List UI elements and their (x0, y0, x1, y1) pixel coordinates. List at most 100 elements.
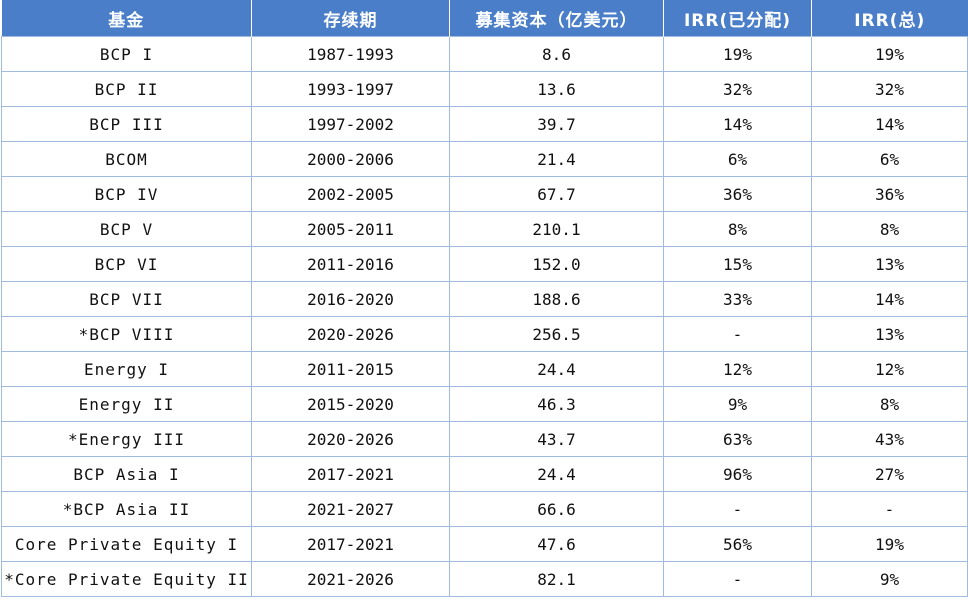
irr-realized-cell: 96% (663, 456, 812, 492)
capital-cell: 13.6 (449, 71, 664, 107)
capital-cell: 24.4 (449, 351, 664, 387)
table-row: BCP III 1997-2002 39.7 14% 14% (1, 106, 968, 142)
table-row: BCP VI 2011-2016 152.0 15% 13% (1, 246, 968, 282)
fund-name-cell: Energy II (1, 386, 252, 422)
table-row: BCP V 2005-2011 210.1 8% 8% (1, 211, 968, 247)
irr-total-cell: 8% (811, 211, 968, 247)
fund-name-cell: BCP V (1, 211, 252, 247)
duration-cell: 2020-2026 (251, 316, 450, 352)
fund-name-cell: Energy I (1, 351, 252, 387)
irr-realized-cell: 32% (663, 71, 812, 107)
capital-cell: 66.6 (449, 491, 664, 527)
irr-realized-cell: 12% (663, 351, 812, 387)
fund-name-cell: BCP IV (1, 176, 252, 212)
table-row: *Energy III 2020-2026 43.7 63% 43% (1, 421, 968, 457)
header-row: 基金 存续期 募集资本（亿美元） IRR(已分配) IRR(总) (1, 0, 968, 37)
table-header: 基金 存续期 募集资本（亿美元） IRR(已分配) IRR(总) (1, 0, 968, 37)
irr-total-cell: - (811, 491, 968, 527)
capital-cell: 39.7 (449, 106, 664, 142)
table-row: BCP Asia I 2017-2021 24.4 96% 27% (1, 456, 968, 492)
irr-total-cell: 14% (811, 106, 968, 142)
capital-cell: 188.6 (449, 281, 664, 317)
duration-cell: 2017-2021 (251, 526, 450, 562)
irr-realized-cell: - (663, 491, 812, 527)
table-body: BCP I 1987-1993 8.6 19% 19% BCP II 1993-1997 13… (1, 36, 968, 597)
duration-cell: 2015-2020 (251, 386, 450, 422)
capital-cell: 47.6 (449, 526, 664, 562)
duration-cell: 2011-2016 (251, 246, 450, 282)
irr-total-cell: 19% (811, 526, 968, 562)
fund-name-cell: *BCP VIII (1, 316, 252, 352)
irr-realized-cell: 15% (663, 246, 812, 282)
irr-realized-cell: 63% (663, 421, 812, 457)
table-row: *BCP Asia II 2021-2027 66.6- - (1, 491, 968, 527)
table-row: *BCP VIII 2020-2026 256.5-13% (1, 316, 968, 352)
duration-cell: 2021-2026 (251, 561, 450, 597)
irr-realized-cell: 33% (663, 281, 812, 317)
table-row: BCP II 1993-1997 13.6 32% 32% (1, 71, 968, 107)
irr-total-cell: 8% (811, 386, 968, 422)
capital-cell: 67.7 (449, 176, 664, 212)
irr-realized-cell: 14% (663, 106, 812, 142)
irr-total-cell: 12% (811, 351, 968, 387)
irr-realized-cell: 19% (663, 36, 812, 72)
table-row: BCOM 2000-2006 21.4 6% 6% (1, 141, 968, 177)
duration-cell: 2016-2020 (251, 281, 450, 317)
irr-realized-cell: - (663, 561, 812, 597)
header-irr-realized: IRR(已分配) (663, 0, 812, 37)
capital-cell: 43.7 (449, 421, 664, 457)
table-row: Energy II 2015-2020 46.3 9% 8% (1, 386, 968, 422)
fund-name-cell: *Energy III (1, 421, 252, 457)
table-row: BCP IV 2002-2005 67.7 36% 36% (1, 176, 968, 212)
capital-cell: 256.5 (449, 316, 664, 352)
duration-cell: 2021-2027 (251, 491, 450, 527)
irr-realized-cell: 36% (663, 176, 812, 212)
capital-cell: 210.1 (449, 211, 664, 247)
capital-cell: 46.3 (449, 386, 664, 422)
fund-name-cell: Core Private Equity I (1, 526, 252, 562)
irr-realized-cell: - (663, 316, 812, 352)
irr-total-cell: 13% (811, 246, 968, 282)
duration-cell: 1993-1997 (251, 71, 450, 107)
irr-total-cell: 9% (811, 561, 968, 597)
duration-cell: 1987-1993 (251, 36, 450, 72)
fund-name-cell: BCOM (1, 141, 252, 177)
capital-cell: 82.1 (449, 561, 664, 597)
irr-total-cell: 43% (811, 421, 968, 457)
fund-name-cell: BCP III (1, 106, 252, 142)
table-row: BCP VII 2016-2020 188.6 33% 14% (1, 281, 968, 317)
duration-cell: 2000-2006 (251, 141, 450, 177)
fund-name-cell: *BCP Asia II (1, 491, 252, 527)
table-row: Energy I 2011-2015 24.4 12% 12% (1, 351, 968, 387)
duration-cell: 2002-2005 (251, 176, 450, 212)
irr-total-cell: 14% (811, 281, 968, 317)
duration-cell: 2005-2011 (251, 211, 450, 247)
capital-cell: 21.4 (449, 141, 664, 177)
table-row: *Core Private Equity II 2021-2026 82.1-9% (1, 561, 968, 597)
duration-cell: 2017-2021 (251, 456, 450, 492)
capital-cell: 24.4 (449, 456, 664, 492)
irr-realized-cell: 6% (663, 141, 812, 177)
fund-name-cell: BCP II (1, 71, 252, 107)
duration-cell: 2011-2015 (251, 351, 450, 387)
capital-cell: 152.0 (449, 246, 664, 282)
fund-name-cell: *Core Private Equity II (1, 561, 252, 597)
irr-total-cell: 13% (811, 316, 968, 352)
table-row: BCP I 1987-1993 8.6 19% 19% (1, 36, 968, 72)
fund-name-cell: BCP I (1, 36, 252, 72)
header-capital: 募集资本（亿美元） (449, 0, 664, 37)
irr-realized-cell: 56% (663, 526, 812, 562)
irr-realized-cell: 8% (663, 211, 812, 247)
header-fund: 基金 (1, 0, 252, 37)
irr-total-cell: 6% (811, 141, 968, 177)
duration-cell: 2020-2026 (251, 421, 450, 457)
irr-total-cell: 19% (811, 36, 968, 72)
table-row: Core Private Equity I 2017-2021 47.6 56% 19% (1, 526, 968, 562)
duration-cell: 1997-2002 (251, 106, 450, 142)
header-duration: 存续期 (251, 0, 450, 37)
header-irr-total: IRR(总) (811, 0, 968, 37)
fund-name-cell: BCP Asia I (1, 456, 252, 492)
capital-cell: 8.6 (449, 36, 664, 72)
